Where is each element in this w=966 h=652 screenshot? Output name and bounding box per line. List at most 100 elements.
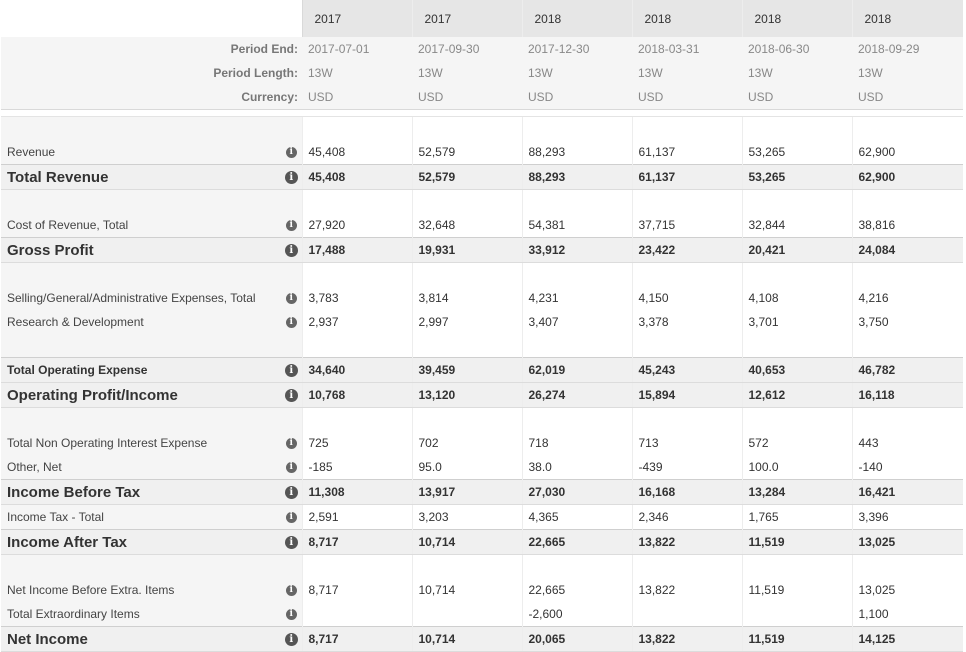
subtotal-value: 13,120	[411, 382, 522, 408]
subtotal-value: 45,243	[631, 357, 742, 383]
info-cell: i	[281, 164, 302, 190]
subtotal-value: 8,717	[301, 529, 412, 555]
info-icon[interactable]: i	[285, 438, 297, 450]
line-item-value: 2,591	[301, 504, 412, 530]
subtotal-label: Income Before Tax	[1, 479, 281, 505]
gap-value-cell	[851, 334, 963, 358]
year-cell: 2018	[851, 0, 963, 37]
subtotal-value: 62,900	[851, 164, 963, 190]
line-item-value: 443	[851, 431, 963, 455]
info-icon[interactable]: i	[284, 364, 298, 378]
line-item-value	[631, 602, 742, 627]
line-item-value: 2,997	[411, 310, 522, 334]
meta-value: USD	[632, 85, 742, 110]
subtotal-value: 10,714	[411, 529, 522, 555]
gap-row	[1, 262, 963, 286]
meta-label: Period End:	[1, 37, 302, 61]
info-icon[interactable]: i	[285, 317, 297, 329]
line-item-value: 4,231	[521, 286, 632, 310]
info-icon[interactable]: i	[284, 633, 298, 647]
subtotal-value: 10,714	[411, 626, 522, 652]
subtotal-value: 10,768	[301, 382, 412, 408]
meta-value: USD	[522, 85, 632, 110]
line-item-label: Total Non Operating Interest Expense	[1, 431, 281, 455]
gap-row	[1, 116, 963, 140]
gap-label-cell	[1, 334, 302, 358]
line-item-label: Total Extraordinary Items	[1, 602, 281, 627]
line-item-value: 4,216	[851, 286, 963, 310]
gap-label-cell	[1, 407, 302, 431]
gap-row	[1, 189, 963, 213]
line-item-value: 45,408	[301, 140, 412, 165]
gap-value-cell	[741, 407, 852, 431]
subtotal-value: 26,274	[521, 382, 632, 408]
line-item-row: Other, Net i -185 95.0 38.0 -439 100.0 -140	[1, 455, 963, 480]
gap-value-cell	[411, 189, 522, 213]
info-icon[interactable]: i	[285, 147, 297, 159]
info-icon[interactable]: i	[284, 244, 298, 258]
gap-value-cell	[411, 262, 522, 286]
meta-value: 2017-12-30	[522, 37, 632, 61]
line-item-value: 32,648	[411, 213, 522, 238]
subtotal-value: 27,030	[521, 479, 632, 505]
meta-value: 13W	[302, 61, 412, 85]
gap-value-cell	[741, 189, 852, 213]
info-cell: i	[281, 602, 302, 627]
subtotal-row: Total Operating Expense i 34,640 39,459 62,0…	[1, 357, 963, 383]
line-item-value	[741, 602, 852, 627]
meta-value: 2018-06-30	[742, 37, 852, 61]
info-icon[interactable]: i	[285, 293, 297, 305]
line-item-value: -140	[851, 455, 963, 480]
subtotal-value: 17,488	[301, 237, 412, 263]
year-header-row: 2017 2017 2018 2018 2018 2018	[1, 0, 963, 37]
year-cell: 2018	[741, 0, 852, 37]
subtotal-row: Total Revenue i 45,408 52,579 88,293 61,137 53…	[1, 164, 963, 190]
subtotal-label: Total Operating Expense	[1, 357, 281, 383]
subtotal-value: 15,894	[631, 382, 742, 408]
info-icon[interactable]: i	[284, 536, 298, 550]
subtotal-label: Gross Profit	[1, 237, 281, 263]
subtotal-value: 52,579	[411, 164, 522, 190]
line-item-value: 37,715	[631, 213, 742, 238]
info-icon[interactable]: i	[285, 462, 297, 474]
info-icon[interactable]: i	[284, 389, 298, 403]
line-item-value: -2,600	[521, 602, 632, 627]
line-item-value: 11,519	[741, 578, 852, 602]
subtotal-value: 19,931	[411, 237, 522, 263]
line-item-value: 572	[741, 431, 852, 455]
line-item-value: 3,407	[521, 310, 632, 334]
line-item-row: Net Income Before Extra. Items i 8,717 10,7…	[1, 578, 963, 602]
subtotal-value: 40,653	[741, 357, 852, 383]
line-item-value: -439	[631, 455, 742, 480]
meta-value: 2018-03-31	[632, 37, 742, 61]
line-item-value: 88,293	[521, 140, 632, 165]
subtotal-value: 16,421	[851, 479, 963, 505]
info-icon[interactable]: i	[284, 486, 298, 500]
info-icon[interactable]: i	[285, 585, 297, 597]
info-icon[interactable]: i	[284, 171, 298, 185]
gap-value-cell	[411, 116, 522, 140]
gap-row	[1, 407, 963, 431]
info-icon[interactable]: i	[285, 512, 297, 524]
info-cell: i	[281, 213, 302, 238]
meta-row: Period Length: 13W 13W 13W 13W 13W 13W	[1, 61, 963, 85]
line-item-row: Total Extraordinary Items i -2,600 1,100	[1, 602, 963, 627]
meta-label: Currency:	[1, 85, 302, 110]
gap-value-cell	[851, 189, 963, 213]
meta-value: 13W	[412, 61, 522, 85]
info-cell: i	[281, 357, 302, 383]
line-item-label: Income Tax - Total	[1, 504, 281, 530]
meta-value: 2017-09-30	[412, 37, 522, 61]
header-spacer	[1, 109, 963, 117]
line-item-value: 27,920	[301, 213, 412, 238]
line-item-value: 54,381	[521, 213, 632, 238]
meta-value: 13W	[632, 61, 742, 85]
line-item-value: 13,025	[851, 578, 963, 602]
info-icon[interactable]: i	[285, 220, 297, 232]
gap-value-cell	[851, 116, 963, 140]
meta-value: 2017-07-01	[302, 37, 412, 61]
subtotal-value: 13,822	[631, 529, 742, 555]
info-icon[interactable]: i	[285, 609, 297, 621]
